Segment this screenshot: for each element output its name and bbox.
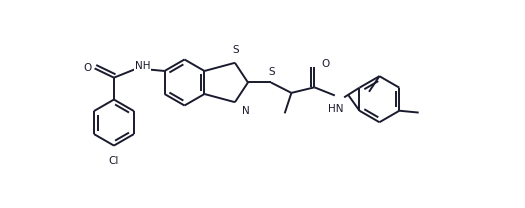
Text: S: S — [268, 67, 275, 77]
Text: Cl: Cl — [109, 156, 119, 166]
Text: NH: NH — [135, 61, 150, 71]
Text: HN: HN — [328, 104, 343, 114]
Text: O: O — [84, 63, 92, 73]
Text: O: O — [321, 59, 329, 69]
Text: N: N — [242, 106, 249, 116]
Text: S: S — [233, 45, 239, 55]
